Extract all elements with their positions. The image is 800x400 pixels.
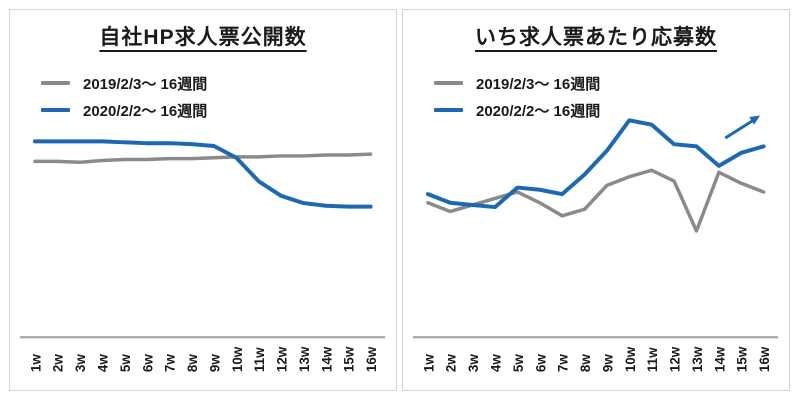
legend-label-2020: 2020/2/2〜 16週間 [83,102,208,120]
legend-item: 2019/2/3〜 16週間 [41,71,207,95]
legend-line-2019-icon [41,81,70,85]
legend-item: 2020/2/2〜 16週間 [434,98,600,122]
x-tick-label: 7w [163,354,178,372]
x-tick-label: 7w [556,354,571,372]
legend: 2019/2/3〜 16週間 2020/2/2〜 16週間 [434,71,600,125]
trend-arrow-head-icon [749,115,761,125]
x-tick-label: 8w [578,354,593,372]
series-line-2019 [426,168,766,233]
legend-label-2019: 2019/2/3〜 16週間 [83,75,208,93]
legend-label-2019: 2019/2/3〜 16週間 [476,75,601,93]
x-tick-label: 9w [207,354,222,372]
legend-item: 2020/2/2〜 16週間 [41,98,207,122]
x-tick-label: 15w [735,346,750,372]
line-chart-right: 1w 2w 3w 4w 5w 6w 7w 8w 9w 10w 11w 12w 13w 14w 15w 16w [412,115,779,372]
x-tick-label: 4w [489,354,504,372]
x-tick-label: 6w [140,354,155,372]
x-tick-label: 16w [757,346,772,372]
x-tick-label: 16w [364,346,379,372]
series-line-2020 [425,118,766,210]
legend-line-2020-icon [41,108,70,112]
x-tick-label: 8w [185,354,200,372]
x-tick-label: 15w [342,346,357,372]
x-tick-label: 13w [297,346,312,372]
line-chart-left: 1w 2w 3w 4w 5w 6w 7w 8w 9w 10w 11w 12w 13w 14w 15w 16w [19,139,386,372]
x-tick-label: 12w [275,346,290,372]
x-tick-label: 5w [118,354,133,372]
legend-item: 2019/2/3〜 16週間 [434,71,600,95]
x-tick-label: 3w [466,354,481,372]
chart-card-left: 自社HP求人票公開数 2019/2/3〜 16週間 2020/2/2〜 16週間… [9,9,397,391]
x-tick-label: 1w [28,354,43,372]
x-tick-label: 10w [230,346,245,372]
x-tick-label: 9w [600,354,615,372]
legend-label-2020: 2020/2/2〜 16週間 [476,102,601,120]
x-tick-label: 5w [511,354,526,372]
x-tick-label: 14w [319,346,334,372]
x-tick-label: 6w [533,354,548,372]
x-tick-label: 2w [51,354,66,372]
x-tick-label: 13w [690,346,705,372]
x-tick-label: 14w [712,346,727,372]
legend: 2019/2/3〜 16週間 2020/2/2〜 16週間 [41,71,207,125]
legend-line-2020-icon [434,108,463,112]
series-line-2020 [32,139,373,209]
legend-line-2019-icon [434,81,463,85]
x-tick-label: 11w [252,347,267,372]
x-tick-label: 4w [96,354,111,372]
chart-title: いち求人票あたり応募数 [475,26,717,49]
chart-title: 自社HP求人票公開数 [99,26,307,49]
trend-arrow-icon [724,118,755,139]
chart-card-right: いち求人票あたり応募数 2019/2/3〜 16週間 2020/2/2〜 16週… [402,9,790,391]
x-tick-label: 3w [73,354,88,372]
x-tick-label: 10w [623,346,638,372]
x-tick-label: 11w [645,347,660,372]
x-tick-label: 12w [668,346,683,372]
x-tick-label: 1w [421,354,436,372]
series-line-2019 [33,152,373,165]
x-tick-label: 2w [444,354,459,372]
